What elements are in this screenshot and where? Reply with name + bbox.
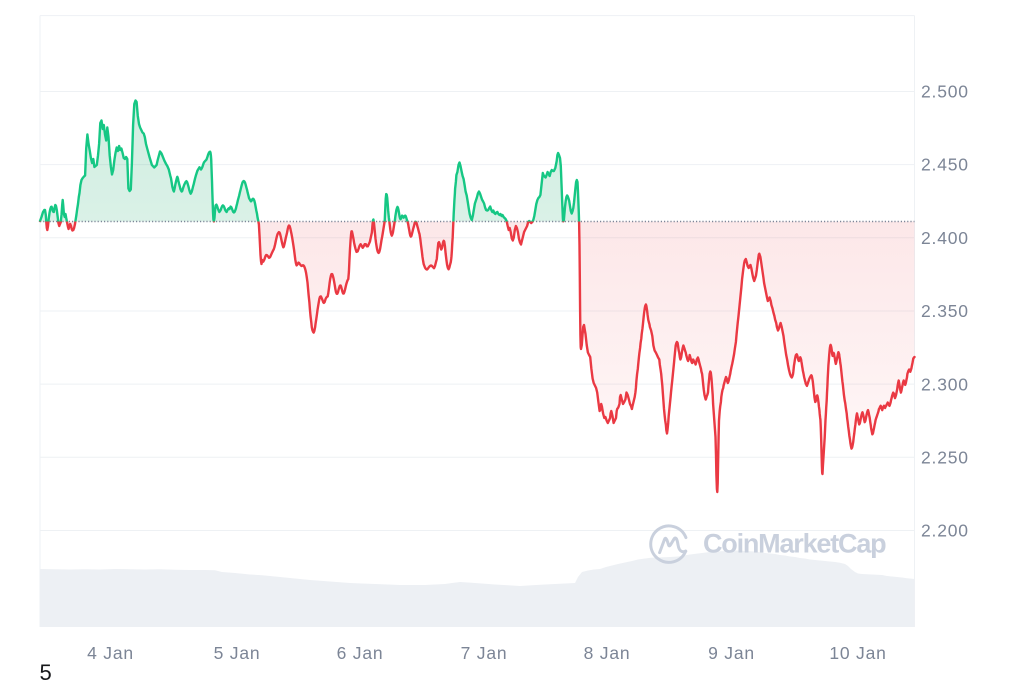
svg-text:2.300: 2.300 (921, 374, 969, 394)
svg-text:6 Jan: 6 Jan (337, 643, 384, 663)
svg-text:2.200: 2.200 (921, 521, 969, 541)
svg-text:2.250: 2.250 (921, 448, 969, 468)
svg-text:CoinMarketCap: CoinMarketCap (703, 529, 886, 559)
svg-text:5: 5 (40, 660, 52, 683)
svg-text:8 Jan: 8 Jan (584, 643, 631, 663)
svg-text:4 Jan: 4 Jan (87, 643, 134, 663)
svg-text:2.500: 2.500 (921, 82, 969, 102)
svg-text:2.450: 2.450 (921, 155, 969, 175)
svg-text:2.350: 2.350 (921, 301, 969, 321)
svg-text:7 Jan: 7 Jan (461, 643, 508, 663)
svg-text:2.400: 2.400 (921, 228, 969, 248)
svg-text:5 Jan: 5 Jan (214, 643, 261, 663)
svg-text:10 Jan: 10 Jan (829, 643, 886, 663)
svg-text:9 Jan: 9 Jan (708, 643, 755, 663)
